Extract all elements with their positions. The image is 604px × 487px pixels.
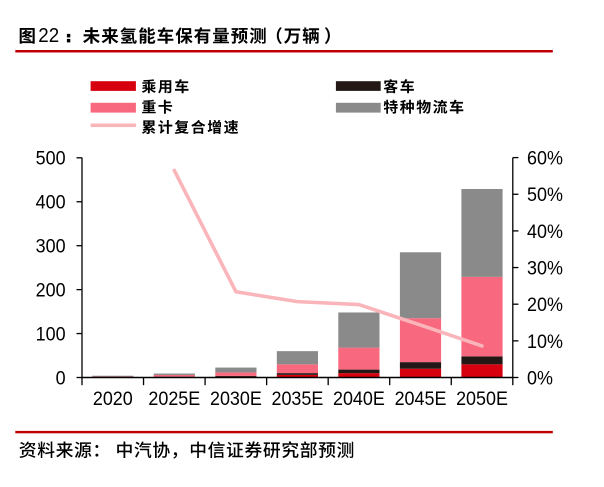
- svg-text:2040E: 2040E: [333, 387, 385, 409]
- svg-text:2030E: 2030E: [210, 387, 262, 409]
- svg-text:2020: 2020: [93, 387, 133, 409]
- svg-text:2050E: 2050E: [456, 387, 508, 409]
- svg-text:2025E: 2025E: [148, 387, 200, 409]
- svg-text:30%: 30%: [527, 257, 563, 279]
- svg-text:2035E: 2035E: [271, 387, 323, 409]
- svg-text:10%: 10%: [527, 330, 563, 352]
- svg-text:200: 200: [36, 279, 66, 301]
- svg-text:400: 400: [36, 191, 66, 213]
- svg-text:60%: 60%: [527, 147, 563, 169]
- svg-text:100: 100: [36, 323, 66, 345]
- svg-text:2045E: 2045E: [395, 387, 447, 409]
- svg-text:40%: 40%: [527, 220, 563, 242]
- svg-text:500: 500: [36, 147, 66, 169]
- svg-text:0%: 0%: [527, 367, 553, 389]
- svg-text:0: 0: [56, 367, 66, 389]
- svg-text:300: 300: [36, 235, 66, 257]
- svg-text:20%: 20%: [527, 293, 563, 315]
- svg-text:50%: 50%: [527, 184, 563, 206]
- svg-text:22: 22: [38, 24, 59, 47]
